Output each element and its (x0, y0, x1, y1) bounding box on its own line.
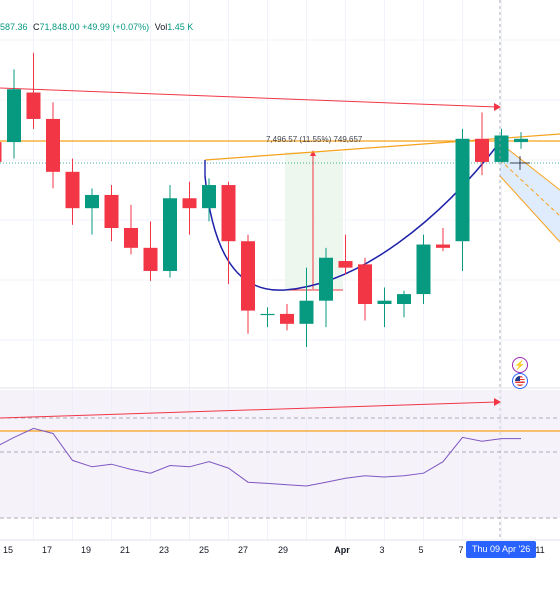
x-tick-label: 15 (2, 545, 14, 555)
x-tick-label: 21 (119, 545, 131, 555)
legend-close-label: C (33, 22, 40, 32)
legend-vol-value: 1.45 K (167, 22, 194, 32)
crosshair-date-badge: Thu 09 Apr '26 (466, 541, 537, 558)
candle-down[interactable] (241, 241, 255, 311)
candle-down[interactable] (475, 138, 489, 162)
candle-down[interactable] (280, 313, 294, 324)
falling-trend-line-red (0, 87, 498, 108)
measure-arrow-head (310, 150, 316, 156)
candle-up[interactable] (397, 294, 411, 304)
candle-up[interactable] (455, 138, 470, 242)
cup-curve (204, 141, 501, 291)
indicator-pane-background (0, 390, 560, 518)
legend-partial-value: 587.36 (0, 22, 28, 32)
candle-down[interactable] (436, 244, 450, 248)
x-tick-label: Apr (334, 545, 350, 555)
indicator-line (0, 427, 521, 487)
candle-down[interactable] (124, 228, 138, 248)
falling-trend-arrow-head (494, 103, 501, 111)
x-tick-label: 11 (535, 545, 545, 555)
legend-change: +49.99 (+0.07%) (82, 22, 150, 32)
candle-down[interactable] (26, 92, 41, 119)
flag-stripes (515, 376, 525, 386)
channel-fill (500, 143, 560, 242)
x-tick-label: 3 (379, 545, 385, 555)
candle-up[interactable] (260, 313, 275, 316)
x-tick-label: 17 (41, 545, 53, 555)
us-flag-icon[interactable] (512, 373, 528, 389)
candle-down[interactable] (46, 118, 60, 172)
ohlc-legend: 587.36 C71,848.00 +49.99 (+0.07%) Vol1.4… (0, 22, 193, 32)
x-tick-label: 25 (198, 545, 210, 555)
x-tick-label: 27 (237, 545, 249, 555)
candlestick-series (0, 52, 528, 347)
candle-up[interactable] (319, 257, 333, 301)
candle-up[interactable] (163, 198, 177, 271)
indicator-trend-line-red (0, 401, 498, 419)
candle-down[interactable] (338, 261, 353, 268)
channel-upper-line (499, 142, 560, 191)
candle-up[interactable] (85, 194, 99, 209)
x-tick-label: 19 (80, 545, 92, 555)
x-tick-label: 29 (277, 545, 289, 555)
candle-up[interactable] (514, 138, 528, 143)
legend-close-value: 71,848.00 (39, 22, 80, 32)
channel-lower-line (499, 175, 560, 243)
candle-up[interactable] (299, 300, 314, 324)
x-tick-label: 7 (458, 545, 464, 555)
candle-down[interactable] (65, 171, 80, 209)
candle-up[interactable] (494, 135, 509, 162)
candle-down[interactable] (182, 198, 197, 209)
candle-up[interactable] (7, 89, 21, 143)
candle-down[interactable] (104, 194, 119, 228)
measure-label: 7,496.57 (11.55%) 749,657 (266, 135, 363, 144)
legend-vol-label: Vol (154, 22, 168, 32)
candle-up[interactable] (377, 300, 392, 304)
x-tick-label: 23 (158, 545, 170, 555)
x-tick-label: 5 (418, 545, 424, 555)
candle-up[interactable] (416, 244, 431, 295)
candle-up[interactable] (202, 185, 216, 209)
measure-range-fill (285, 152, 343, 290)
candle-down[interactable] (143, 247, 158, 271)
indicator-trend-arrow-head (494, 398, 501, 406)
candle-down[interactable] (0, 142, 2, 162)
candle-down[interactable] (221, 185, 236, 242)
candle-down[interactable] (358, 264, 372, 304)
flash-icon[interactable]: ⚡ (512, 357, 528, 373)
